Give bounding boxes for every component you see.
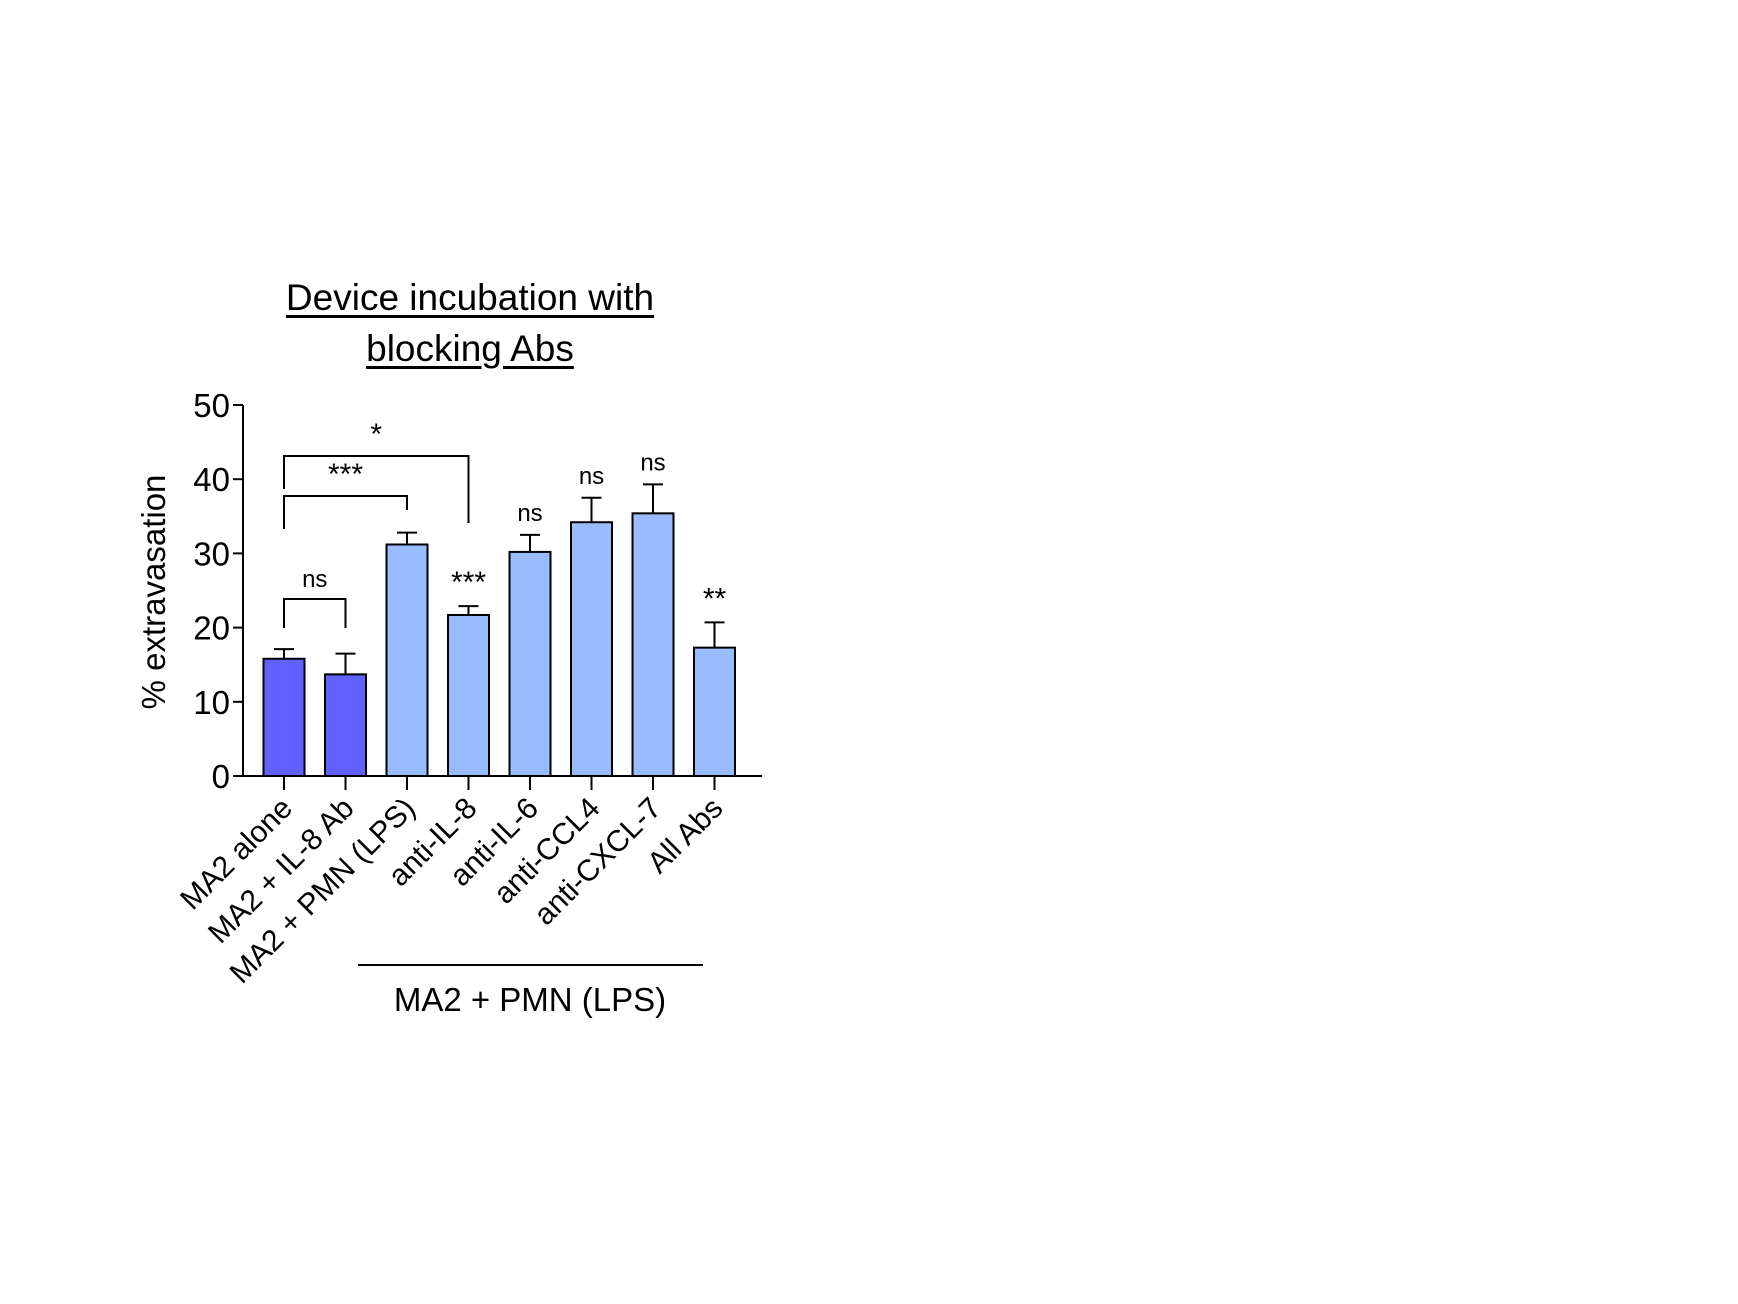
significance-label: ns <box>517 500 542 527</box>
bar <box>447 613 490 778</box>
bar <box>385 543 429 777</box>
y-tick-label: 10 <box>193 684 230 721</box>
y-axis-label: % extravasation <box>135 475 172 710</box>
bar <box>262 657 306 777</box>
group-label: MA2 + PMN (LPS) <box>394 981 666 1018</box>
y-tick-label: 40 <box>193 461 230 498</box>
y-tick-label: 0 <box>212 758 230 795</box>
comparison-bracket <box>283 495 408 529</box>
y-tick-label: 30 <box>193 535 230 572</box>
bar <box>324 673 367 778</box>
chart-title-line1: Device incubation with <box>285 277 655 318</box>
y-tick-label: 50 <box>193 387 230 424</box>
bar <box>631 512 675 777</box>
bar <box>693 646 736 777</box>
y-tick-label: 20 <box>193 610 230 647</box>
comparison-bracket <box>283 455 470 523</box>
comparison-label: ns <box>302 566 327 593</box>
significance-label: ns <box>640 449 665 476</box>
chart-title-line2: blocking Abs <box>366 328 574 369</box>
comparison-label: * <box>370 418 382 451</box>
significance-label: ns <box>579 463 604 490</box>
bar <box>570 521 613 778</box>
comparison-label: *** <box>328 458 363 491</box>
comparison-bracket <box>283 598 347 628</box>
significance-label: *** <box>451 566 486 599</box>
significance-label: ** <box>703 582 727 615</box>
bar <box>508 550 552 778</box>
